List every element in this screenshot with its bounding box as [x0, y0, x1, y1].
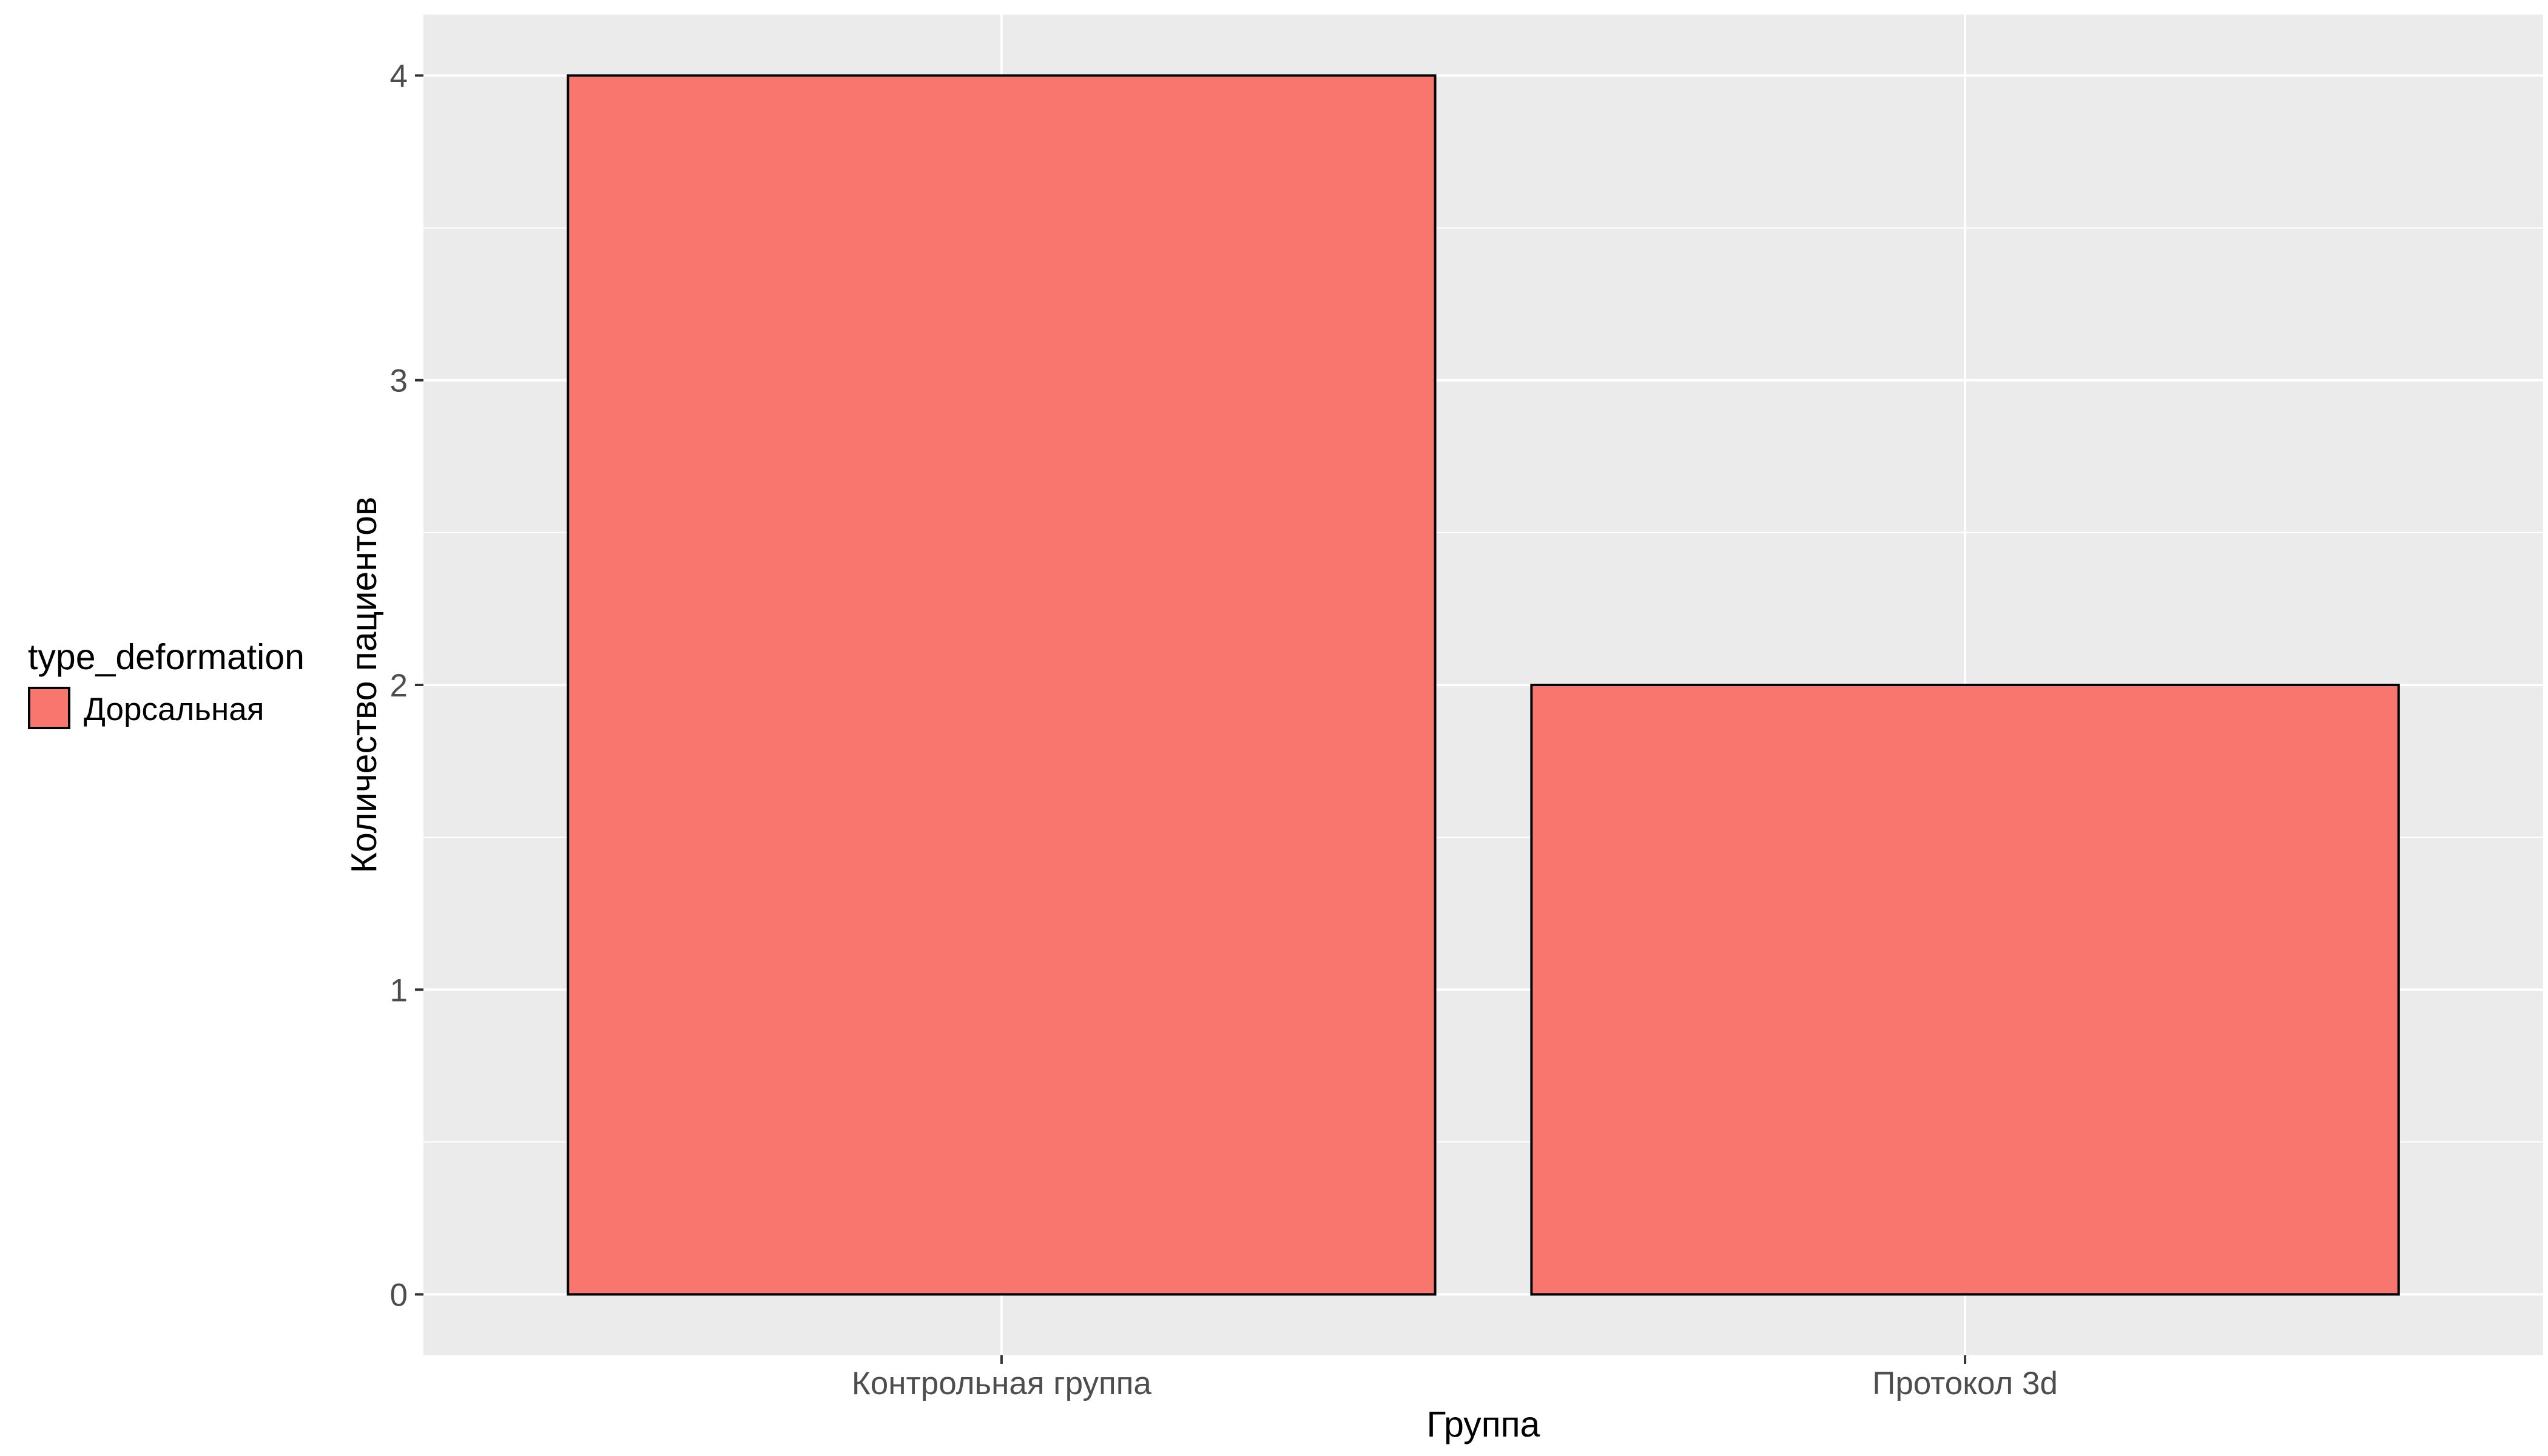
- bar: [1530, 684, 2400, 1296]
- x-axis: Контрольная группа Протокол 3d: [852, 1355, 2058, 1401]
- y-tick-label: 3: [390, 363, 408, 399]
- y-tick-label: 0: [390, 1278, 408, 1313]
- x-axis-title: Группа: [1427, 1404, 1540, 1444]
- bar: [567, 74, 1437, 1296]
- y-tick-label: 4: [390, 58, 408, 94]
- x-tick-label: Протокол 3d: [1872, 1366, 2058, 1401]
- legend: type_deformation Дорсальная: [28, 637, 305, 729]
- y-axis-title: Количество пациентов: [344, 497, 384, 874]
- x-tick-label: Контрольная группа: [852, 1366, 1152, 1401]
- bars: [567, 74, 2400, 1296]
- legend-title: type_deformation: [28, 637, 305, 677]
- legend-label-dorsal: Дорсальная: [84, 692, 264, 727]
- legend-key-dorsal: [28, 687, 70, 729]
- y-tick-label: 2: [390, 668, 408, 704]
- y-axis: 0 1 2 3 4: [390, 58, 423, 1313]
- y-tick-label: 1: [390, 972, 408, 1008]
